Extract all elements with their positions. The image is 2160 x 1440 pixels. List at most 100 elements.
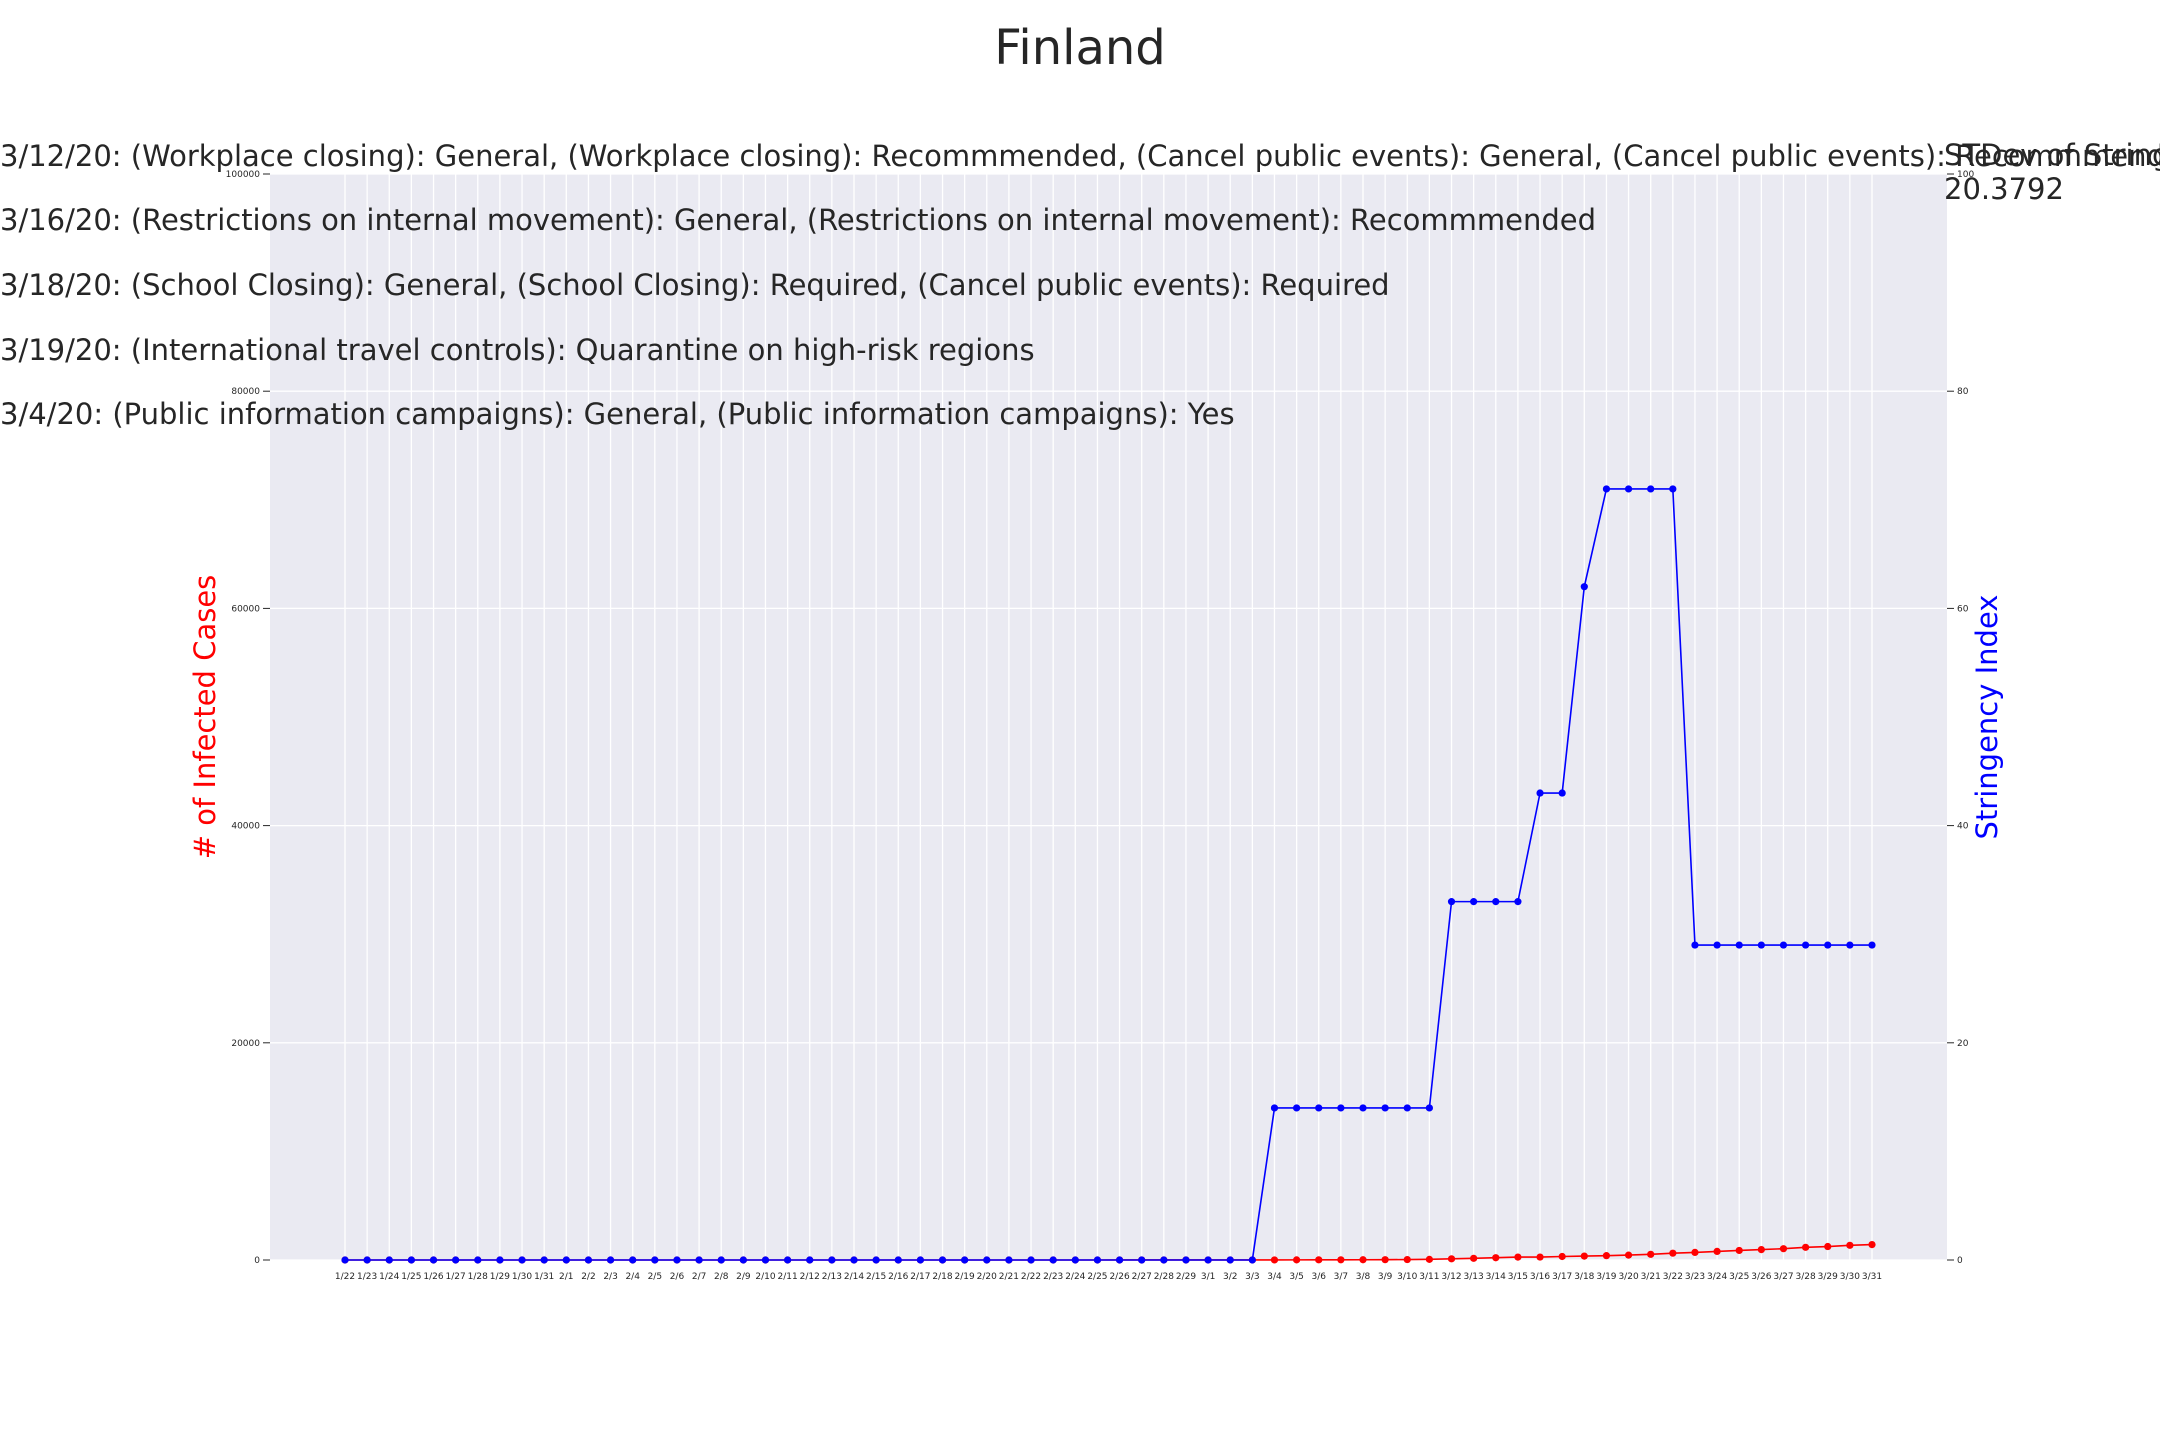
x-tick-label: 1/26 bbox=[423, 1272, 443, 1282]
grid-lines bbox=[270, 173, 1947, 1261]
stringency-series bbox=[341, 485, 1876, 1264]
x-tick-label: 1/24 bbox=[379, 1272, 399, 1282]
stringency-point bbox=[1824, 941, 1832, 949]
stringency-point bbox=[828, 1256, 836, 1264]
y-tick-label-left: 80000 bbox=[231, 387, 260, 397]
cases-point bbox=[1757, 1245, 1765, 1254]
stringency-point bbox=[894, 1256, 902, 1264]
cases-point bbox=[1647, 1250, 1655, 1258]
stringency-point bbox=[606, 1256, 615, 1264]
cases-point bbox=[1403, 1255, 1411, 1264]
policy-annotation: 3/18/20: (School Closing): General, (Sch… bbox=[0, 268, 1390, 302]
y-tick-label-left: 100000 bbox=[226, 170, 261, 180]
stringency-point bbox=[1735, 941, 1743, 949]
x-tick-label: 2/2 bbox=[581, 1272, 595, 1282]
stringency-point bbox=[1536, 789, 1544, 797]
cases-point bbox=[1580, 1252, 1588, 1260]
x-tick-label: 3/27 bbox=[1773, 1272, 1793, 1282]
stringency-point bbox=[540, 1256, 548, 1264]
stringency-point bbox=[1602, 485, 1611, 493]
cases-point bbox=[1868, 1241, 1876, 1249]
x-tick-label: 2/29 bbox=[1176, 1272, 1196, 1282]
x-tick-label: 1/30 bbox=[512, 1272, 532, 1282]
x-tick-label: 3/7 bbox=[1334, 1272, 1348, 1282]
x-tick-label: 2/23 bbox=[1043, 1272, 1063, 1282]
policy-annotation: 3/19/20: (International travel controls)… bbox=[0, 333, 1035, 367]
x-tick-label: 2/26 bbox=[1109, 1272, 1129, 1282]
x-tick-label: 1/25 bbox=[401, 1272, 421, 1282]
x-tick-label: 2/12 bbox=[800, 1272, 820, 1282]
stringency-point bbox=[1558, 789, 1566, 797]
policy-annotation: 3/4/20: (Public information campaigns): … bbox=[0, 397, 1235, 431]
stringency-point bbox=[1779, 941, 1788, 949]
y-tick-label-right: 80 bbox=[1957, 387, 1969, 397]
stringency-point bbox=[1492, 898, 1500, 906]
stringency-point bbox=[1470, 898, 1478, 906]
stringency-point bbox=[761, 1256, 770, 1264]
stringency-point bbox=[961, 1256, 969, 1264]
cases-point bbox=[1270, 1256, 1279, 1264]
cases-point bbox=[1713, 1247, 1721, 1255]
stringency-point bbox=[1647, 485, 1655, 493]
policy-annotations: 3/12/20: (Workplace closing): General, (… bbox=[0, 139, 2160, 431]
x-tick-label: 3/11 bbox=[1419, 1272, 1439, 1282]
stringency-point bbox=[1226, 1256, 1234, 1264]
stringency-point bbox=[1248, 1256, 1256, 1264]
x-tick-label: 3/28 bbox=[1795, 1272, 1815, 1282]
cases-point bbox=[1669, 1249, 1677, 1257]
stringency-point bbox=[474, 1256, 482, 1264]
x-tick-label: 3/4 bbox=[1267, 1272, 1282, 1282]
y-tick-label-left: 40000 bbox=[231, 822, 260, 832]
x-tick-label: 3/29 bbox=[1818, 1272, 1838, 1282]
x-tick-label: 3/25 bbox=[1729, 1272, 1749, 1282]
y-axis-label-left: # of Infected Cases bbox=[188, 575, 222, 860]
cases-point bbox=[1514, 1253, 1522, 1261]
stringency-point bbox=[1359, 1104, 1367, 1112]
x-tick-label: 3/3 bbox=[1245, 1272, 1259, 1282]
y-tick-label-left: 60000 bbox=[231, 604, 260, 614]
x-tick-label: 2/1 bbox=[559, 1272, 573, 1282]
cases-point bbox=[1315, 1256, 1323, 1264]
stringency-point bbox=[1138, 1256, 1146, 1264]
x-tick-label: 2/7 bbox=[692, 1272, 706, 1282]
policy-annotation: 3/12/20: (Workplace closing): General, (… bbox=[0, 139, 2160, 173]
stringency-point bbox=[1868, 941, 1876, 949]
x-tick-label: 1/22 bbox=[335, 1272, 355, 1282]
cases-point bbox=[1824, 1242, 1832, 1251]
stringency-point bbox=[1093, 1256, 1102, 1264]
x-tick-label: 3/20 bbox=[1618, 1272, 1638, 1282]
x-tick-label: 3/18 bbox=[1574, 1272, 1594, 1282]
stringency-point bbox=[1403, 1104, 1411, 1112]
policy-annotation: 3/16/20: (Restrictions on internal movem… bbox=[0, 203, 1596, 237]
stringency-point bbox=[1270, 1104, 1279, 1112]
stringency-point bbox=[496, 1256, 504, 1264]
cases-point bbox=[1337, 1256, 1345, 1264]
x-tick-label: 2/20 bbox=[977, 1272, 997, 1282]
x-tick-label: 2/14 bbox=[844, 1272, 864, 1282]
x-tick-label: 2/22 bbox=[1021, 1272, 1041, 1282]
y-tick-label-right: 0 bbox=[1957, 1256, 1963, 1266]
x-tick-label: 2/10 bbox=[755, 1272, 775, 1282]
stringency-point bbox=[562, 1256, 570, 1264]
stringency-point bbox=[341, 1256, 349, 1264]
cases-point bbox=[1359, 1256, 1367, 1264]
stringency-point bbox=[1669, 485, 1677, 493]
stringency-point bbox=[1624, 485, 1633, 493]
cases-point bbox=[1492, 1254, 1500, 1262]
cases-point bbox=[1470, 1254, 1478, 1262]
stringency-point bbox=[629, 1256, 637, 1264]
stringency-line bbox=[345, 488, 1872, 1261]
stringency-point bbox=[916, 1256, 924, 1264]
stringency-point bbox=[452, 1256, 460, 1264]
stringency-point bbox=[1115, 1256, 1124, 1264]
cases-point bbox=[1536, 1253, 1544, 1261]
stringency-point bbox=[1049, 1256, 1057, 1264]
stringency-point bbox=[1337, 1104, 1345, 1112]
stringency-point bbox=[739, 1256, 747, 1264]
x-tick-label: 2/6 bbox=[670, 1272, 685, 1282]
y-axis-label-right: Stringency Index bbox=[1970, 595, 2004, 840]
stringency-point bbox=[983, 1256, 991, 1264]
y-tick-label-right: 100 bbox=[1957, 170, 1974, 180]
x-tick-label: 1/29 bbox=[490, 1272, 510, 1282]
